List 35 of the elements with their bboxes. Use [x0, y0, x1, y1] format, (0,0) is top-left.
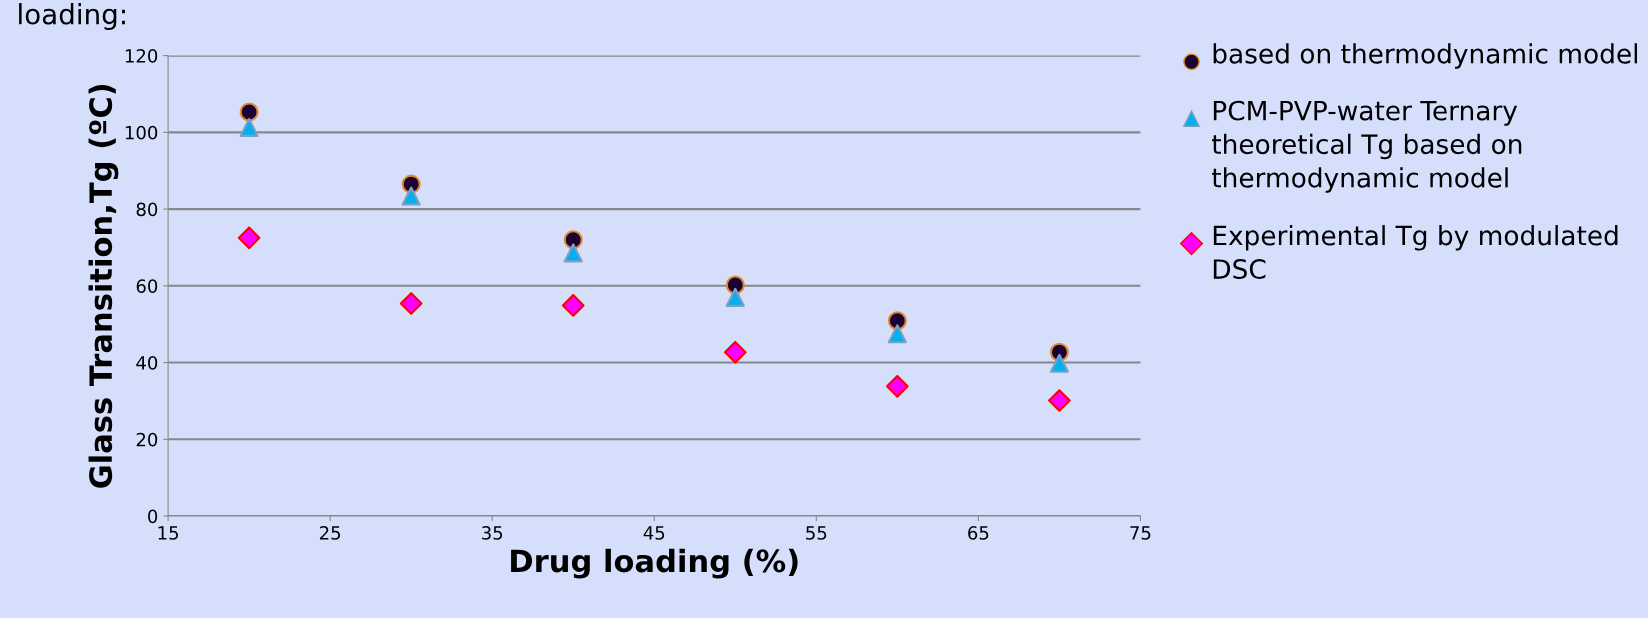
legend-label: PCM-PVP-water Ternary theoretical Tg based on thermodynamic model [1211, 100, 1522, 193]
y-tick-label: 120 [125, 49, 158, 63]
point [725, 287, 745, 307]
point [887, 324, 907, 344]
point [399, 292, 423, 315]
y-tick-label: 40 [136, 356, 158, 370]
point [239, 117, 259, 137]
point [239, 102, 259, 122]
y-tick-label: 0 [148, 509, 158, 524]
legend-label: based on thermodynamic model [1213, 43, 1638, 69]
point [237, 226, 261, 250]
point [563, 230, 583, 250]
x-tick-label: 55 [806, 526, 827, 540]
x-tick-label: 45 [643, 526, 665, 540]
point [887, 311, 907, 331]
y-tick-label: 80 [136, 202, 158, 217]
y-axis-title: Glass Transition,Tg (ºC) [88, 84, 119, 488]
x-axis-title: Drug loading (%) [511, 548, 798, 579]
point [886, 375, 909, 398]
y-tick-label: 60 [136, 279, 158, 293]
point [561, 294, 585, 317]
y-tick-label: 100 [125, 125, 158, 140]
y-tick-label: 20 [136, 432, 158, 447]
chart-title: loading: [19, 3, 125, 30]
point [723, 340, 747, 364]
point [563, 243, 583, 263]
x-tick-label: 75 [1130, 526, 1151, 540]
x-tick-label: 15 [158, 526, 179, 540]
x-tick-label: 65 [968, 526, 989, 540]
point [1048, 389, 1071, 412]
point [401, 186, 421, 206]
legend-label: Experimental Tg by modulated DSC [1213, 225, 1618, 280]
x-tick-label: 25 [319, 526, 341, 540]
point [1049, 353, 1069, 373]
x-tick-label: 35 [482, 526, 503, 540]
